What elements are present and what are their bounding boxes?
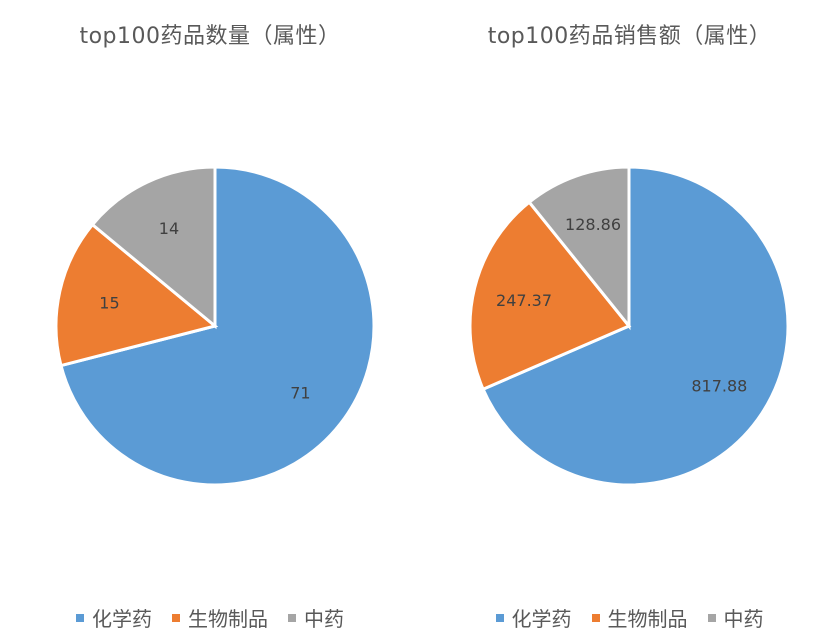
chart-title: top100药品数量（属性）: [79, 24, 341, 49]
legend-swatch: [172, 613, 180, 622]
pie-chart-sales: top100药品销售额（属性） 817.88 247.37 128.86 化学药 生…: [420, 0, 839, 643]
legend-item-tcm: 中药: [288, 603, 344, 632]
legend-swatch: [495, 613, 504, 622]
legend-item-chemical: 化学药: [495, 603, 572, 632]
pie-svg: 71 15 14: [54, 165, 376, 487]
pie-chart-quantity: top100药品数量（属性） 71 15 14 化学药 生物制品 中药: [0, 24, 420, 632]
slice-tcm: [527, 165, 631, 331]
pie-svg: 817.88 247.37 128.86: [468, 165, 790, 487]
legend-label: 生物制品: [188, 607, 268, 631]
legend-label: 中药: [723, 607, 764, 631]
data-label: 14: [159, 219, 179, 238]
legend-swatch: [591, 613, 600, 622]
legend-item-biologic: 生物制品: [172, 603, 268, 632]
legend-label: 中药: [304, 607, 344, 631]
slice-tcm: [90, 165, 217, 330]
legend-item-biologic: 生物制品: [591, 603, 688, 632]
legend: 化学药 生物制品 中药: [0, 603, 420, 632]
slice-biologic: [54, 222, 219, 368]
legend: 化学药 生物制品 中药: [420, 603, 839, 632]
legend-swatch: [76, 613, 84, 622]
data-label: 817.88: [691, 376, 747, 395]
legend-label: 生物制品: [607, 607, 688, 631]
legend-swatch: [707, 613, 716, 622]
slice-chemical: [59, 165, 376, 487]
legend-item-chemical: 化学药: [76, 603, 152, 632]
slice-chemical: [481, 165, 790, 487]
legend-label: 化学药: [511, 607, 572, 631]
data-label: 15: [99, 293, 119, 312]
slice-biologic: [468, 200, 632, 392]
data-label: 247.37: [496, 291, 552, 310]
legend-item-tcm: 中药: [707, 603, 764, 632]
data-label: 71: [290, 383, 310, 402]
chart-title: top100药品销售额（属性）: [487, 24, 772, 49]
legend-label: 化学药: [92, 607, 152, 631]
data-label: 128.86: [565, 215, 621, 234]
legend-swatch: [288, 613, 296, 622]
